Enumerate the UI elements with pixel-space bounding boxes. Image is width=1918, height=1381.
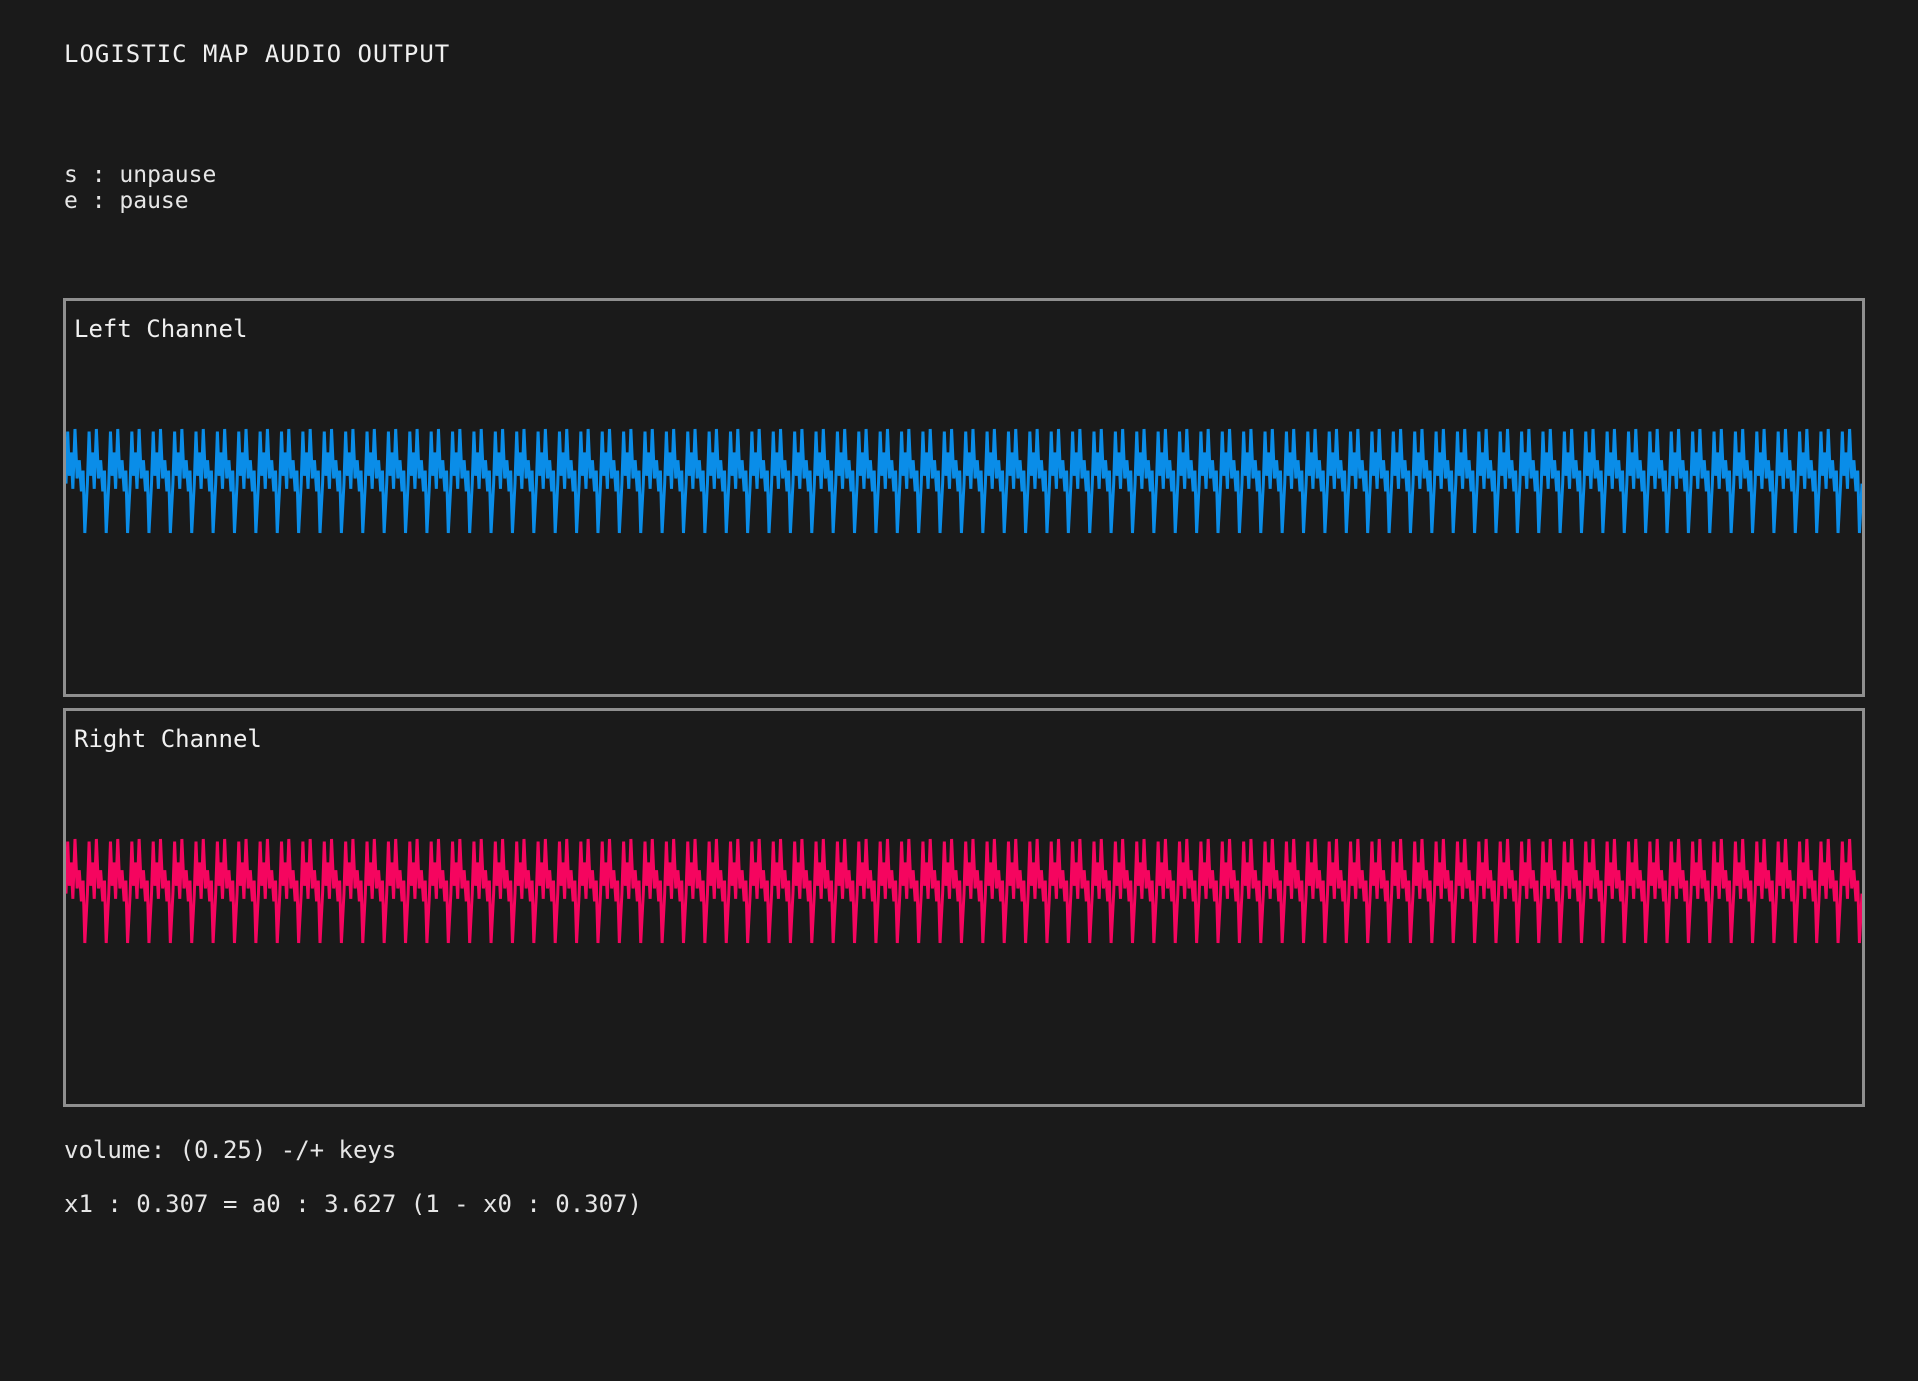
volume-readout: volume: (0.25) -/+ keys [64,1136,397,1164]
key-instructions: s : unpause e : pause [64,162,216,214]
left-channel-panel: Left Channel [63,298,1865,697]
right-channel-waveform [66,838,1862,944]
right-channel-label: Right Channel [74,725,262,753]
right-waveform-path [66,838,1862,944]
left-channel-label: Left Channel [74,315,248,343]
app-title: LOGISTIC MAP AUDIO OUTPUT [64,40,451,68]
logistic-equation-readout: x1 : 0.307 = a0 : 3.627 (1 - x0 : 0.307) [64,1190,642,1218]
right-channel-panel: Right Channel [63,708,1865,1107]
pause-instruction: e : pause [64,188,189,214]
left-channel-waveform [66,428,1862,534]
unpause-instruction: s : unpause [64,162,217,188]
left-waveform-path [66,428,1862,534]
